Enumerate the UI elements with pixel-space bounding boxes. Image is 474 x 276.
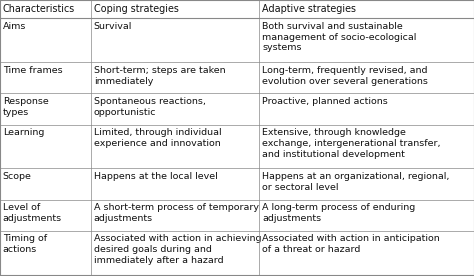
Text: Associated with action in achieving
desired goals during and
immediately after a: Associated with action in achieving desi…: [94, 234, 261, 265]
Bar: [0, 93, 474, 124]
Text: Learning: Learning: [3, 128, 44, 137]
Text: Extensive, through knowledge
exchange, intergenerational transfer,
and instituti: Extensive, through knowledge exchange, i…: [262, 128, 441, 159]
Bar: [0, 231, 474, 275]
Text: Timing of
actions: Timing of actions: [3, 234, 47, 254]
Text: Long-term, frequently revised, and
evolution over several generations: Long-term, frequently revised, and evolu…: [262, 66, 428, 86]
Text: A long-term process of enduring
adjustments: A long-term process of enduring adjustme…: [262, 203, 415, 223]
Text: A short-term process of temporary
adjustments: A short-term process of temporary adjust…: [94, 203, 259, 223]
Bar: [0, 0, 474, 18]
Text: Characteristics: Characteristics: [3, 4, 75, 14]
Text: Both survival and sustainable
management of socio-ecological
systems: Both survival and sustainable management…: [262, 22, 417, 52]
Text: Limited, through individual
experience and innovation: Limited, through individual experience a…: [94, 128, 221, 148]
Text: Proactive, planned actions: Proactive, planned actions: [262, 97, 388, 106]
Text: Level of
adjustments: Level of adjustments: [3, 203, 62, 223]
Text: Time frames: Time frames: [3, 66, 63, 75]
Bar: [0, 18, 474, 62]
Text: Short-term; steps are taken
immediately: Short-term; steps are taken immediately: [94, 66, 226, 86]
Text: Happens at the local level: Happens at the local level: [94, 172, 218, 181]
Text: Response
types: Response types: [3, 97, 49, 117]
Text: Adaptive strategies: Adaptive strategies: [262, 4, 356, 14]
Bar: [0, 200, 474, 231]
Bar: [0, 168, 474, 200]
Text: Associated with action in anticipation
of a threat or hazard: Associated with action in anticipation o…: [262, 234, 440, 254]
Text: Survival: Survival: [94, 22, 132, 31]
Text: Spontaneous reactions,
opportunistic: Spontaneous reactions, opportunistic: [94, 97, 206, 117]
Bar: [0, 124, 474, 168]
Text: Coping strategies: Coping strategies: [94, 4, 179, 14]
Text: Happens at an organizational, regional,
or sectoral level: Happens at an organizational, regional, …: [262, 172, 449, 192]
Text: Scope: Scope: [3, 172, 32, 181]
Bar: [0, 62, 474, 93]
Text: Aims: Aims: [3, 22, 26, 31]
